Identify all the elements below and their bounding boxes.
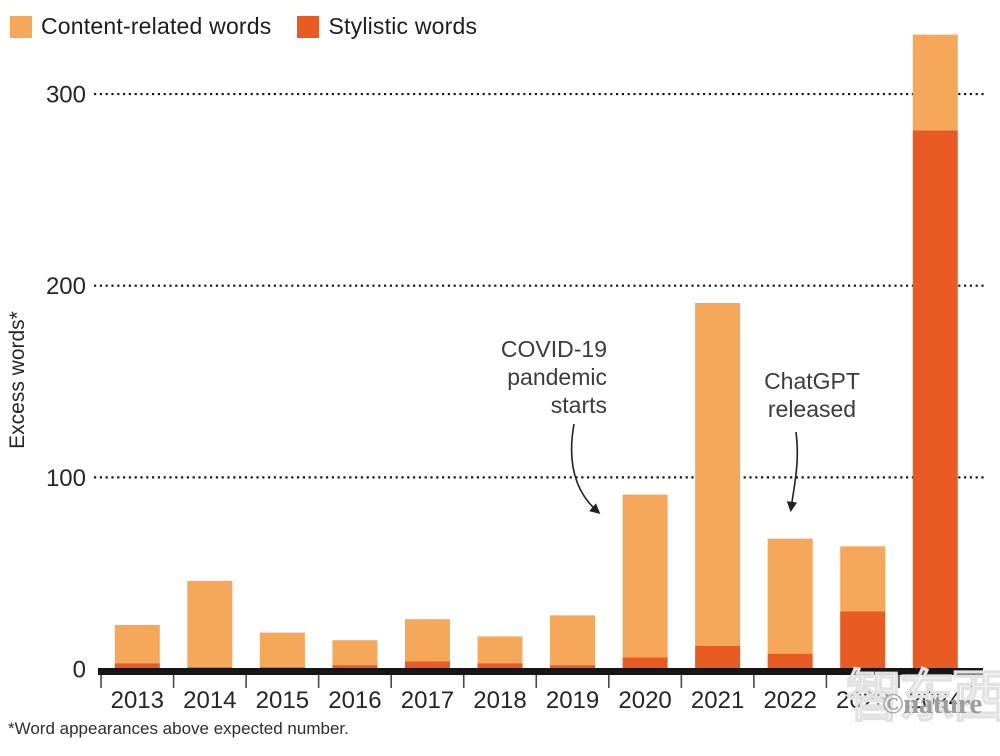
bar-2021-stylistic [695, 646, 741, 669]
bar-2019-content [550, 615, 596, 666]
x-tick-label-2021: 2021 [691, 687, 744, 714]
bar-2017-content [404, 619, 450, 662]
bar-2022-content [767, 538, 813, 654]
bar-2019-stylistic [550, 665, 596, 669]
annotation-chatgpt-line-2: released [768, 396, 856, 422]
y-tick-label-100: 100 [46, 465, 86, 492]
y-tick-label-300: 300 [46, 82, 86, 109]
x-tick-label-2018: 2018 [473, 687, 526, 714]
x-tick-label-2020: 2020 [618, 687, 671, 714]
x-tick-label-2023: 2023 [836, 687, 889, 714]
annotation-covid-line-2: pandemic [507, 364, 607, 390]
legend: Content-related words Stylistic words [10, 13, 477, 40]
legend-swatch-content-related [10, 15, 32, 38]
x-tick-label-2013: 2013 [111, 687, 164, 714]
bar-2015-content [259, 632, 305, 668]
bar-2016-stylistic [332, 665, 378, 669]
x-tick-label-2016: 2016 [328, 687, 381, 714]
annotation-covid-line-3: starts [551, 392, 607, 418]
annotation-chatgpt-line-1: ChatGPT [764, 368, 860, 394]
bar-2018-stylistic [477, 663, 523, 669]
bar-2024-content [912, 34, 958, 131]
nature-credit-watermark: ©nature [882, 688, 982, 720]
y-tick-label-200: 200 [46, 273, 86, 300]
annotation-covid-arrow [570, 423, 601, 515]
bar-2020-stylistic [622, 657, 668, 669]
x-tick-label-2019: 2019 [546, 687, 599, 714]
bar-2018-content [477, 636, 523, 664]
legend-label-content-related: Content-related words [41, 13, 272, 39]
bar-2013-stylistic [114, 663, 160, 669]
x-tick-label-2017: 2017 [401, 687, 454, 714]
annotation-covid-line-1: COVID-19 [501, 336, 607, 362]
x-tick-label-2024: 2024 [909, 687, 962, 714]
bar-2017-stylistic [404, 661, 450, 669]
x-axis-line [98, 668, 983, 675]
site-watermark-text: 智东西 [845, 664, 1000, 729]
bar-2020-content [622, 494, 668, 658]
y-tick-label-0: 0 [73, 657, 86, 684]
bar-2023-stylistic [840, 611, 886, 669]
y-axis-title: Excess words* [6, 311, 29, 449]
x-tick-label-2022: 2022 [763, 687, 816, 714]
annotation-chatgpt-arrow [786, 431, 799, 513]
bar-2013-content [114, 624, 160, 664]
bar-2016-content [332, 640, 378, 666]
legend-item-stylistic: Stylistic words [297, 13, 477, 40]
bar-2024-stylistic [912, 130, 958, 669]
bar-2014-content [187, 580, 233, 668]
legend-swatch-stylistic [297, 15, 320, 38]
legend-label-stylistic: Stylistic words [328, 13, 478, 39]
footnote: *Word appearances above expected number. [8, 719, 349, 738]
bar-2022-stylistic [767, 653, 813, 669]
x-tick-label-2014: 2014 [183, 687, 236, 714]
bar-2023-content [840, 546, 886, 612]
legend-item-content-related: Content-related words [10, 13, 271, 40]
bar-2021-content [695, 302, 741, 647]
x-tick-label-2015: 2015 [256, 687, 309, 714]
